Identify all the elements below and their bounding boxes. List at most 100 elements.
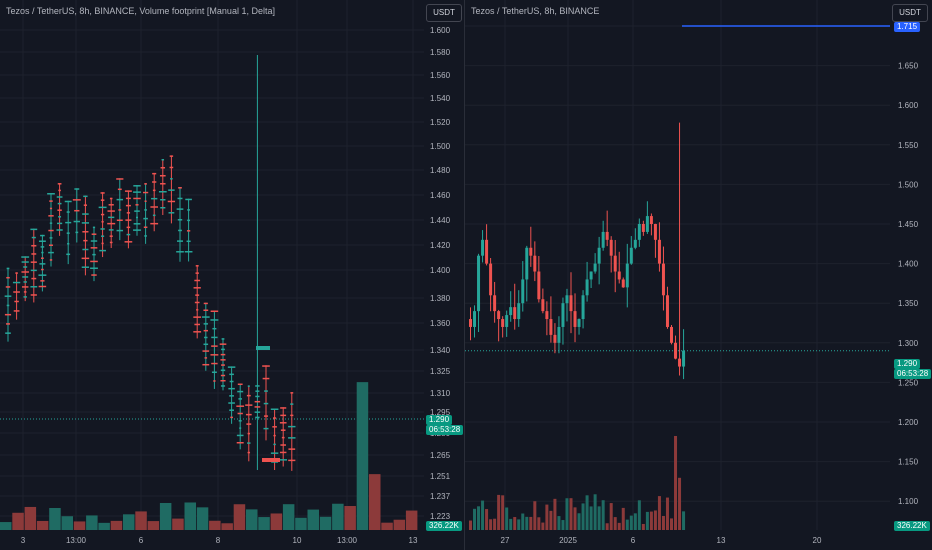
footprint-level bbox=[262, 365, 270, 367]
candle-body bbox=[521, 279, 525, 304]
footprint-level bbox=[254, 400, 261, 403]
price-tick-label: 1.310 bbox=[430, 389, 451, 398]
footprint-level bbox=[210, 354, 219, 356]
candle-body bbox=[633, 239, 637, 248]
footprint-level bbox=[177, 219, 183, 221]
footprint-level bbox=[236, 434, 244, 437]
footprint-level bbox=[169, 166, 174, 169]
volume-bar bbox=[405, 510, 418, 530]
alert-price-tag[interactable]: 1.715 bbox=[894, 22, 921, 32]
volume-bar bbox=[553, 498, 557, 530]
volume-bar bbox=[86, 515, 98, 530]
volume-bar bbox=[645, 511, 649, 530]
footprint-level bbox=[118, 209, 122, 211]
candle-body bbox=[597, 247, 601, 264]
price-tick-label: 1.450 bbox=[898, 220, 919, 229]
footprint-level bbox=[56, 196, 63, 198]
volume-bar bbox=[597, 506, 601, 530]
candle-body bbox=[557, 326, 561, 343]
volume-bar bbox=[481, 500, 485, 530]
footprint-level bbox=[247, 451, 251, 454]
candlestick-chart-canvas[interactable]: 1.7001.6501.6001.5501.5001.4501.4001.350… bbox=[465, 0, 932, 550]
footprint-level bbox=[290, 414, 294, 417]
footprint-level bbox=[49, 259, 53, 261]
currency-button[interactable]: USDT bbox=[892, 4, 928, 22]
footprint-level bbox=[31, 245, 37, 247]
volume-bar bbox=[12, 512, 24, 530]
candle-body bbox=[477, 255, 481, 312]
candle-body bbox=[605, 231, 609, 240]
footprint-level bbox=[48, 215, 54, 217]
pane-divider[interactable] bbox=[464, 0, 465, 550]
footprint-level bbox=[38, 274, 47, 276]
footprint-level bbox=[288, 425, 296, 428]
footprint-level bbox=[133, 197, 141, 200]
volume-bar bbox=[159, 502, 172, 530]
volume-bar bbox=[513, 517, 517, 530]
time-tick-label: 6 bbox=[631, 536, 636, 545]
footprint-level bbox=[202, 363, 210, 366]
price-tick-label: 1.250 bbox=[898, 378, 919, 387]
candlestick-chart-pane[interactable]: 1.7001.6501.6001.5501.5001.4501.4001.350… bbox=[465, 0, 932, 550]
volume-bar bbox=[565, 498, 569, 530]
footprint-chart-pane[interactable]: 1.600 1.580 1.560 1.540 1.520 1.500 1.480 1.460… bbox=[0, 0, 464, 550]
footprint-level bbox=[4, 295, 12, 297]
footprint-level bbox=[109, 241, 113, 244]
footprint-level bbox=[100, 192, 105, 194]
footprint-level bbox=[150, 222, 159, 225]
price-tick-label: 1.550 bbox=[898, 141, 919, 150]
volume-bar bbox=[541, 522, 545, 530]
footprint-level bbox=[81, 257, 90, 260]
volume-bar bbox=[477, 506, 481, 530]
footprint-level bbox=[90, 240, 98, 242]
footprint-level bbox=[41, 257, 44, 259]
footprint-level bbox=[81, 266, 90, 268]
footprint-level bbox=[67, 242, 70, 245]
volume-bar bbox=[246, 509, 258, 530]
footprint-level bbox=[144, 200, 147, 202]
footprint-level bbox=[23, 281, 27, 283]
footprint-level bbox=[74, 188, 80, 190]
footprint-level bbox=[210, 319, 219, 321]
volume-bar bbox=[49, 508, 61, 530]
candle-body bbox=[641, 224, 645, 232]
footprint-level bbox=[177, 197, 183, 200]
price-tick-label: 1.150 bbox=[898, 458, 919, 467]
footprint-level bbox=[30, 294, 37, 296]
price-tick-label: 1.560 bbox=[430, 71, 451, 80]
candle-body bbox=[589, 271, 593, 280]
footprint-level bbox=[220, 385, 226, 387]
footprint-level bbox=[101, 242, 104, 245]
footprint-level bbox=[211, 362, 218, 365]
candle-body bbox=[665, 295, 669, 327]
footprint-level bbox=[211, 345, 218, 347]
footprint-level bbox=[40, 280, 45, 282]
candle-body bbox=[513, 307, 517, 320]
volume-bar bbox=[674, 435, 678, 530]
footprint-level bbox=[66, 211, 70, 213]
footprint-chart-canvas[interactable]: 1.600 1.580 1.560 1.540 1.520 1.500 1.480 1.460… bbox=[0, 0, 464, 550]
footprint-level bbox=[229, 395, 234, 397]
candle-body bbox=[469, 319, 472, 327]
volume-bar bbox=[123, 514, 135, 530]
candle-body bbox=[501, 319, 505, 327]
volume-bar bbox=[344, 506, 356, 530]
footprint-level bbox=[133, 185, 141, 187]
footprint-level bbox=[264, 390, 268, 392]
footprint-level bbox=[246, 423, 252, 425]
volume-bar bbox=[617, 522, 621, 530]
volume-bar bbox=[529, 516, 533, 530]
volume-tag: 326.22K bbox=[894, 521, 930, 531]
footprint-level bbox=[144, 183, 147, 185]
currency-button[interactable]: USDT bbox=[426, 4, 462, 22]
candle-body bbox=[473, 311, 477, 327]
footprint-level bbox=[133, 229, 141, 231]
candle-body bbox=[653, 224, 657, 240]
footprint-level bbox=[194, 301, 200, 304]
footprint-level bbox=[211, 371, 217, 374]
footprint-level bbox=[91, 274, 97, 276]
volume-bar bbox=[196, 507, 209, 530]
candle-body bbox=[529, 247, 533, 256]
footprint-level bbox=[5, 286, 11, 288]
volume-bar bbox=[581, 503, 585, 530]
